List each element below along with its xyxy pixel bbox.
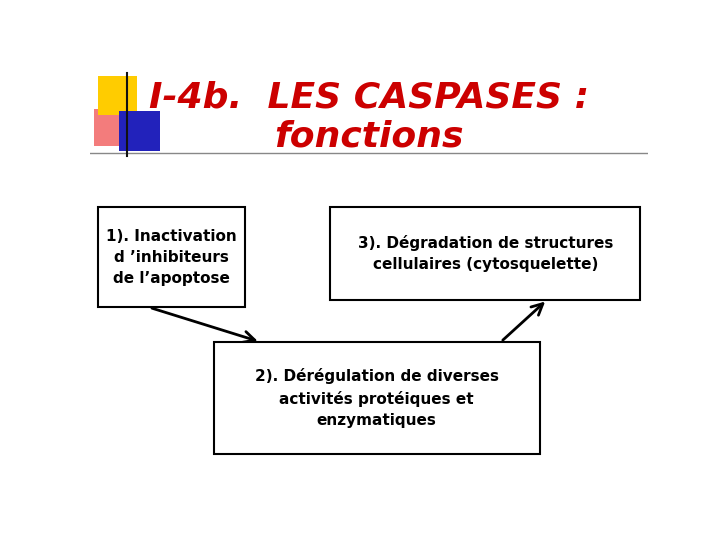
Bar bbox=[214, 342, 539, 454]
Bar bbox=[330, 207, 640, 300]
Text: 3). Dégradation de structures
cellulaires (cytosquelette): 3). Dégradation de structures cellulaire… bbox=[358, 235, 613, 272]
Text: I-4b.  LES CASPASES :
fonctions: I-4b. LES CASPASES : fonctions bbox=[149, 80, 589, 153]
Bar bbox=[98, 207, 245, 307]
Bar bbox=[120, 111, 160, 151]
Text: 2). Dérégulation de diverses
activités protéiques et
enzymatiques: 2). Dérégulation de diverses activités p… bbox=[255, 368, 499, 428]
Text: 1). Inactivation
d ’inhibiteurs
de l’apoptose: 1). Inactivation d ’inhibiteurs de l’apo… bbox=[106, 229, 237, 286]
Bar bbox=[94, 110, 127, 146]
Bar bbox=[98, 76, 137, 115]
